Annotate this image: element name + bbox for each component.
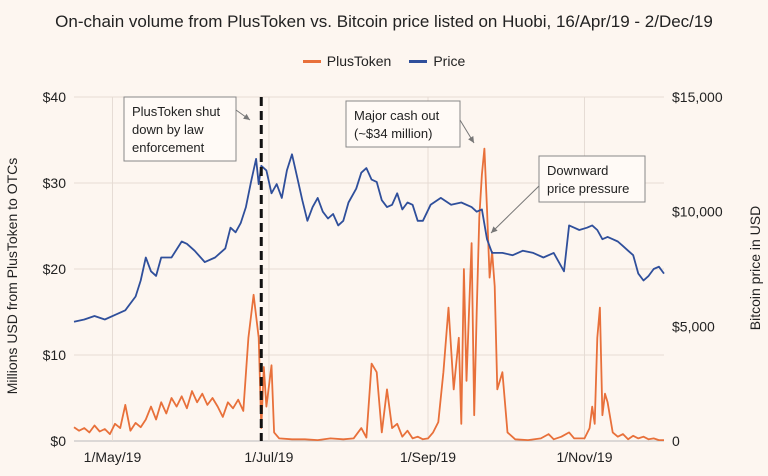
- chart-title: On-chain volume from PlusToken vs. Bitco…: [55, 12, 713, 31]
- legend-swatch-plustoken: [302, 59, 321, 63]
- x-axis: 1/May/19 1/Jul/19 1/Sep/19 1/Nov/19: [84, 449, 613, 465]
- legend-label-plustoken: PlusToken: [326, 53, 392, 69]
- annotation-cashout-text: (~$34 million): [354, 126, 432, 141]
- left-tick-label: $30: [43, 175, 67, 191]
- series-line-price: [73, 153, 665, 323]
- series-line-plustoken: [73, 147, 664, 441]
- right-tick-label: 0: [672, 433, 680, 449]
- legend: PlusToken Price: [0, 53, 768, 69]
- annotation-downward-text: price pressure: [547, 181, 629, 196]
- annotation-cashout-arrow-head: [468, 136, 474, 143]
- right-y-axis: 0 $5,000 $10,000 $15,000: [672, 89, 723, 449]
- annotation-shutdown-arrow-head: [243, 113, 250, 120]
- annotation-cashout-box: [345, 100, 461, 148]
- right-y-axis-label: Bitcoin price in USD: [747, 206, 763, 331]
- series-lines: [73, 147, 665, 441]
- legend-item-price: Price: [409, 53, 465, 69]
- annotation-downward-arrow-head: [491, 226, 498, 233]
- annotation-shutdown-text: down by law: [132, 122, 204, 137]
- annotations: PlusToken shut down by law enforcement Majo…: [123, 96, 646, 441]
- left-tick-label: $20: [43, 261, 67, 277]
- right-tick-label: $5,000: [672, 318, 715, 334]
- x-tick-label: 1/Sep/19: [400, 449, 456, 465]
- right-tick-label: $15,000: [672, 89, 723, 105]
- left-y-axis-label: Millions USD from PlusToken to OTCs: [4, 158, 20, 395]
- left-tick-label: $0: [50, 433, 66, 449]
- annotation-shutdown-text: PlusToken shut: [132, 104, 221, 119]
- annotation-downward-arrow: [490, 185, 540, 234]
- legend-item-plustoken: PlusToken: [302, 53, 392, 69]
- left-tick-label: $10: [43, 347, 67, 363]
- left-tick-label: $40: [43, 89, 67, 105]
- legend-label-price: Price: [433, 53, 466, 69]
- x-tick-label: 1/Nov/19: [556, 449, 612, 465]
- annotation-shutdown-box: [123, 96, 237, 162]
- left-y-axis: $0 $10 $20 $30 $40: [43, 89, 67, 449]
- legend-swatch-price: [409, 59, 428, 63]
- x-tick-label: 1/Jul/19: [244, 449, 293, 465]
- right-tick-label: $10,000: [672, 204, 723, 220]
- annotation-downward-box: [538, 155, 646, 203]
- annotation-downward-text: Downward: [547, 163, 608, 178]
- annotation-cashout-text: Major cash out: [354, 108, 440, 123]
- annotation-shutdown-text: enforcement: [132, 140, 205, 155]
- x-tick-label: 1/May/19: [84, 449, 142, 465]
